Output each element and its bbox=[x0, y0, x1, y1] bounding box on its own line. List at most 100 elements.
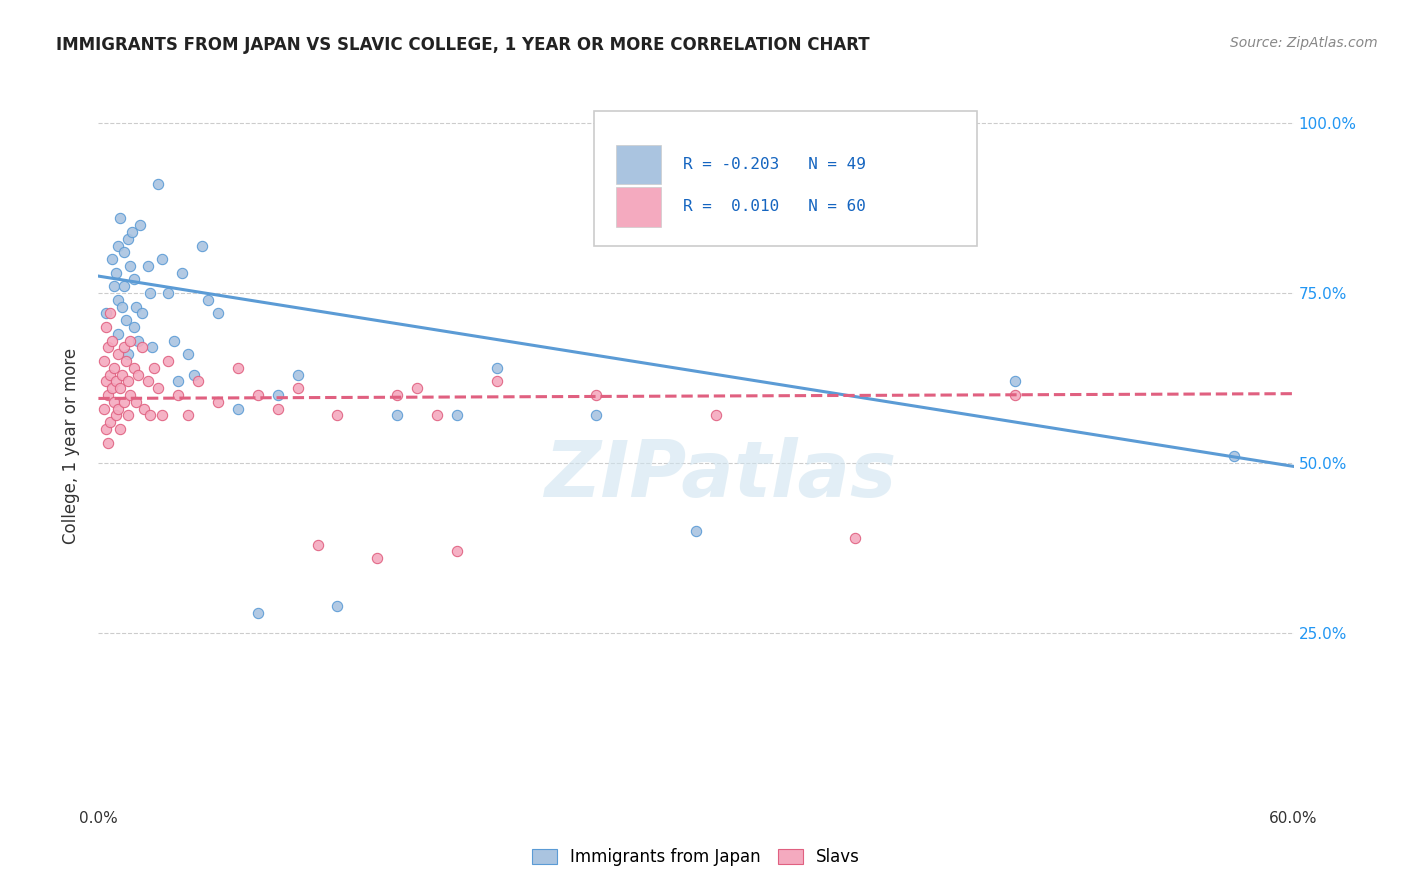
Point bbox=[426, 409, 449, 423]
Point bbox=[112, 279, 135, 293]
Point bbox=[141, 341, 163, 355]
Point bbox=[150, 252, 173, 266]
Point bbox=[112, 394, 135, 409]
Point bbox=[1004, 375, 1026, 389]
Point bbox=[97, 435, 120, 450]
Point bbox=[101, 381, 124, 395]
Point bbox=[307, 537, 329, 551]
Point bbox=[585, 409, 607, 423]
Point bbox=[207, 394, 229, 409]
Point bbox=[107, 238, 129, 252]
Point bbox=[191, 238, 214, 252]
Point bbox=[131, 306, 153, 320]
Point bbox=[117, 375, 139, 389]
Point bbox=[187, 375, 209, 389]
Point bbox=[139, 409, 162, 423]
Point bbox=[157, 354, 180, 368]
Text: R = -0.203   N = 49: R = -0.203 N = 49 bbox=[683, 157, 866, 171]
Point bbox=[115, 313, 138, 327]
Point bbox=[246, 606, 269, 620]
Point bbox=[120, 388, 142, 402]
Point bbox=[127, 334, 149, 348]
FancyBboxPatch shape bbox=[616, 187, 661, 227]
Legend: Immigrants from Japan, Slavs: Immigrants from Japan, Slavs bbox=[526, 842, 866, 873]
Text: ZIPatlas: ZIPatlas bbox=[544, 436, 896, 513]
Text: IMMIGRANTS FROM JAPAN VS SLAVIC COLLEGE, 1 YEAR OR MORE CORRELATION CHART: IMMIGRANTS FROM JAPAN VS SLAVIC COLLEGE,… bbox=[56, 36, 870, 54]
Point bbox=[112, 245, 135, 260]
Point bbox=[177, 409, 200, 423]
Point bbox=[96, 306, 118, 320]
Point bbox=[267, 388, 290, 402]
Point bbox=[143, 360, 166, 375]
Point bbox=[93, 401, 115, 416]
Point bbox=[125, 394, 148, 409]
Point bbox=[105, 375, 128, 389]
Point bbox=[406, 381, 429, 395]
Point bbox=[105, 266, 128, 280]
Point bbox=[107, 347, 129, 361]
Point bbox=[385, 409, 409, 423]
Point bbox=[685, 524, 707, 538]
Point bbox=[111, 300, 134, 314]
Text: Source: ZipAtlas.com: Source: ZipAtlas.com bbox=[1230, 36, 1378, 50]
Point bbox=[121, 225, 143, 239]
Point bbox=[167, 388, 190, 402]
Point bbox=[124, 272, 146, 286]
Point bbox=[585, 388, 607, 402]
Point bbox=[148, 381, 170, 395]
Point bbox=[446, 544, 468, 558]
Point bbox=[111, 368, 134, 382]
Point bbox=[101, 252, 124, 266]
Point bbox=[124, 360, 146, 375]
Point bbox=[704, 409, 727, 423]
Point bbox=[96, 375, 118, 389]
Point bbox=[96, 422, 118, 436]
Point bbox=[134, 401, 156, 416]
Point bbox=[110, 211, 132, 226]
Point bbox=[136, 259, 159, 273]
Point bbox=[107, 326, 129, 341]
Point bbox=[110, 381, 132, 395]
Point bbox=[385, 388, 409, 402]
Point bbox=[177, 347, 200, 361]
Point bbox=[326, 409, 349, 423]
Point bbox=[112, 341, 135, 355]
Point bbox=[120, 334, 142, 348]
Point bbox=[124, 320, 146, 334]
Point bbox=[103, 279, 125, 293]
Point bbox=[136, 375, 159, 389]
Point bbox=[207, 306, 229, 320]
Point bbox=[366, 551, 388, 566]
Point bbox=[172, 266, 194, 280]
Point bbox=[446, 409, 468, 423]
FancyBboxPatch shape bbox=[595, 111, 977, 246]
Point bbox=[226, 360, 249, 375]
Point bbox=[125, 300, 148, 314]
Point bbox=[101, 334, 124, 348]
Point bbox=[1223, 449, 1246, 463]
Point bbox=[97, 388, 120, 402]
Point bbox=[129, 218, 152, 232]
Point bbox=[163, 334, 186, 348]
Point bbox=[226, 401, 249, 416]
Point bbox=[167, 375, 190, 389]
Point bbox=[131, 341, 153, 355]
Point bbox=[98, 306, 122, 320]
Y-axis label: College, 1 year or more: College, 1 year or more bbox=[62, 348, 80, 544]
FancyBboxPatch shape bbox=[616, 145, 661, 184]
Text: R =  0.010   N = 60: R = 0.010 N = 60 bbox=[683, 200, 866, 214]
Point bbox=[96, 320, 118, 334]
Point bbox=[117, 409, 139, 423]
Point bbox=[139, 286, 162, 301]
Point bbox=[150, 409, 173, 423]
Point bbox=[485, 375, 508, 389]
Point bbox=[98, 415, 122, 429]
Point bbox=[120, 259, 142, 273]
Point bbox=[103, 394, 125, 409]
Point bbox=[197, 293, 219, 307]
Point bbox=[117, 347, 139, 361]
Point bbox=[110, 422, 132, 436]
Point bbox=[183, 368, 205, 382]
Point bbox=[287, 381, 309, 395]
Point bbox=[107, 293, 129, 307]
